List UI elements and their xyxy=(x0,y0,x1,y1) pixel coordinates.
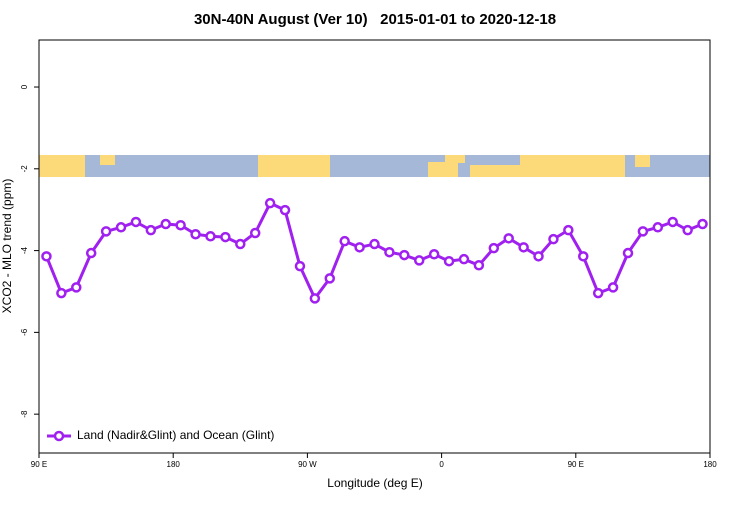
chart-title: 30N-40N August (Ver 10) 2015-01-01 to 20… xyxy=(194,11,556,28)
point xyxy=(607,282,619,293)
point xyxy=(294,260,306,272)
point xyxy=(622,247,634,259)
land xyxy=(39,155,85,177)
point xyxy=(279,204,291,216)
x-axis-label: Longitude (deg E) xyxy=(327,476,422,490)
point xyxy=(697,218,708,230)
point xyxy=(41,251,52,262)
point xyxy=(175,219,186,231)
land xyxy=(470,165,625,177)
point xyxy=(115,222,127,233)
y-tick-label: -4 xyxy=(20,246,29,254)
point xyxy=(339,235,350,247)
point xyxy=(220,231,231,243)
legend-label: Land (Nadir&Glint) and Ocean (Glint) xyxy=(77,428,274,442)
y-tick-label: -2 xyxy=(20,165,29,173)
point xyxy=(56,287,67,299)
y-tick-label: -6 xyxy=(20,328,29,336)
point xyxy=(458,253,470,265)
point xyxy=(399,249,410,261)
point xyxy=(503,233,514,244)
point xyxy=(145,224,157,236)
point xyxy=(533,251,544,262)
plot-frame xyxy=(38,39,711,454)
x-tick-label: 180 xyxy=(703,460,717,469)
point xyxy=(518,242,529,253)
point xyxy=(100,226,112,237)
point xyxy=(324,273,336,284)
point xyxy=(682,224,693,236)
point xyxy=(249,227,261,239)
land xyxy=(635,155,650,167)
point xyxy=(264,197,276,209)
legend-marker xyxy=(53,430,65,442)
point xyxy=(130,216,142,228)
y-axis-label: XCO2 - MLO trend (ppm) xyxy=(0,179,14,314)
point xyxy=(235,238,246,250)
point xyxy=(428,249,440,260)
y-tick-label: -8 xyxy=(20,410,29,418)
point xyxy=(85,247,97,259)
point xyxy=(384,246,395,258)
point xyxy=(652,222,664,233)
x-tick-label: 90 E xyxy=(568,460,584,469)
point xyxy=(160,218,171,230)
x-tick-label: 90 E xyxy=(31,460,47,469)
land xyxy=(428,162,458,177)
point xyxy=(473,260,485,271)
point xyxy=(667,216,678,228)
point xyxy=(71,282,82,293)
point xyxy=(578,251,589,262)
x-tick-label: 180 xyxy=(167,460,181,469)
point xyxy=(488,242,500,254)
point xyxy=(354,242,365,253)
land xyxy=(258,155,330,177)
point xyxy=(443,255,455,267)
x-tick-label: 90 W xyxy=(298,460,317,469)
land xyxy=(520,155,625,167)
point xyxy=(205,231,216,242)
point xyxy=(413,255,425,266)
point xyxy=(309,293,321,304)
land xyxy=(445,155,465,163)
point xyxy=(548,233,559,245)
point xyxy=(190,228,201,240)
point xyxy=(637,226,649,237)
point xyxy=(369,238,380,250)
map-strip xyxy=(39,155,710,177)
land xyxy=(100,155,115,165)
point xyxy=(563,224,574,236)
y-tick-label: 0 xyxy=(20,84,29,89)
x-tick-label: 0 xyxy=(439,460,444,469)
point xyxy=(592,287,604,299)
